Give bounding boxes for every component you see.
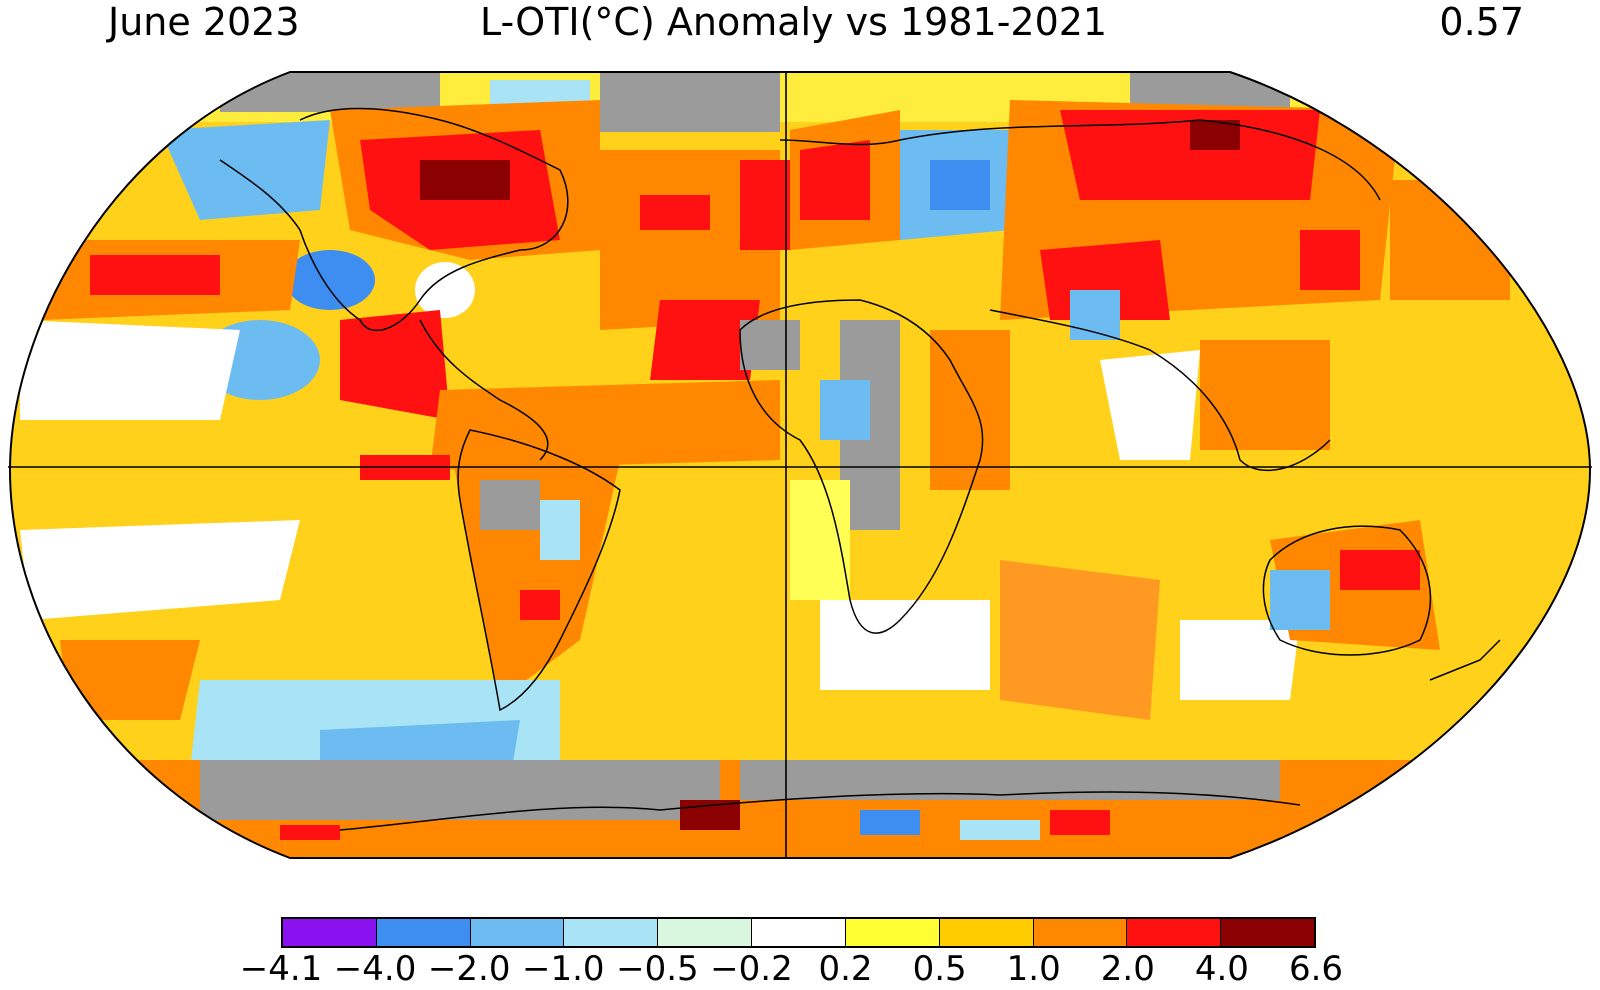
anomaly-field <box>10 72 1590 858</box>
anomaly-map-svg <box>8 71 1592 859</box>
coastlines <box>219 107 1501 831</box>
colorbar-swatch <box>283 919 377 946</box>
colorbar-swatch <box>564 919 659 946</box>
colorbar-swatch <box>1033 919 1128 946</box>
colorbar-tick-label: −4.0 <box>333 949 417 989</box>
map-date-label: June 2023 <box>108 0 300 44</box>
colorbar <box>281 917 1316 948</box>
colorbar-tick-label: −4.1 <box>239 949 323 989</box>
colorbar-tick-label: 2.0 <box>1100 949 1155 989</box>
colorbar-tick-label: −1.0 <box>521 949 605 989</box>
colorbar-swatch <box>1127 919 1222 946</box>
map-border <box>8 71 1592 859</box>
anomaly-map <box>8 71 1592 859</box>
colorbar-swatch <box>752 919 846 946</box>
colorbar-tick-label: 0.5 <box>912 949 967 989</box>
colorbar-tick-label: −0.2 <box>710 949 793 989</box>
colorbar-tick-label: 0.2 <box>818 949 873 989</box>
colorbar-tick-label: −2.0 <box>427 949 511 989</box>
colorbar-tick-label: 1.0 <box>1006 949 1061 989</box>
colorbar-tick-label: 6.6 <box>1288 949 1344 989</box>
map-title: L-OTI(°C) Anomaly vs 1981-2021 <box>480 0 1108 44</box>
colorbar-swatch <box>376 919 471 946</box>
colorbar-swatch <box>845 919 940 946</box>
colorbar-labels: −4.1 −4.0 −2.0 −1.0 −0.5 −0.2 0.2 0.5 1.0 2.0 4.0 6… <box>0 950 1600 990</box>
colorbar-swatch <box>658 919 753 946</box>
colorbar-tick-label: 4.0 <box>1194 949 1249 989</box>
colorbar-swatch <box>470 919 565 946</box>
global-mean-value: 0.57 <box>1439 0 1524 44</box>
colorbar-swatch <box>1221 919 1314 946</box>
colorbar-swatch <box>939 919 1034 946</box>
colorbar-tick-label: −0.5 <box>616 949 699 989</box>
